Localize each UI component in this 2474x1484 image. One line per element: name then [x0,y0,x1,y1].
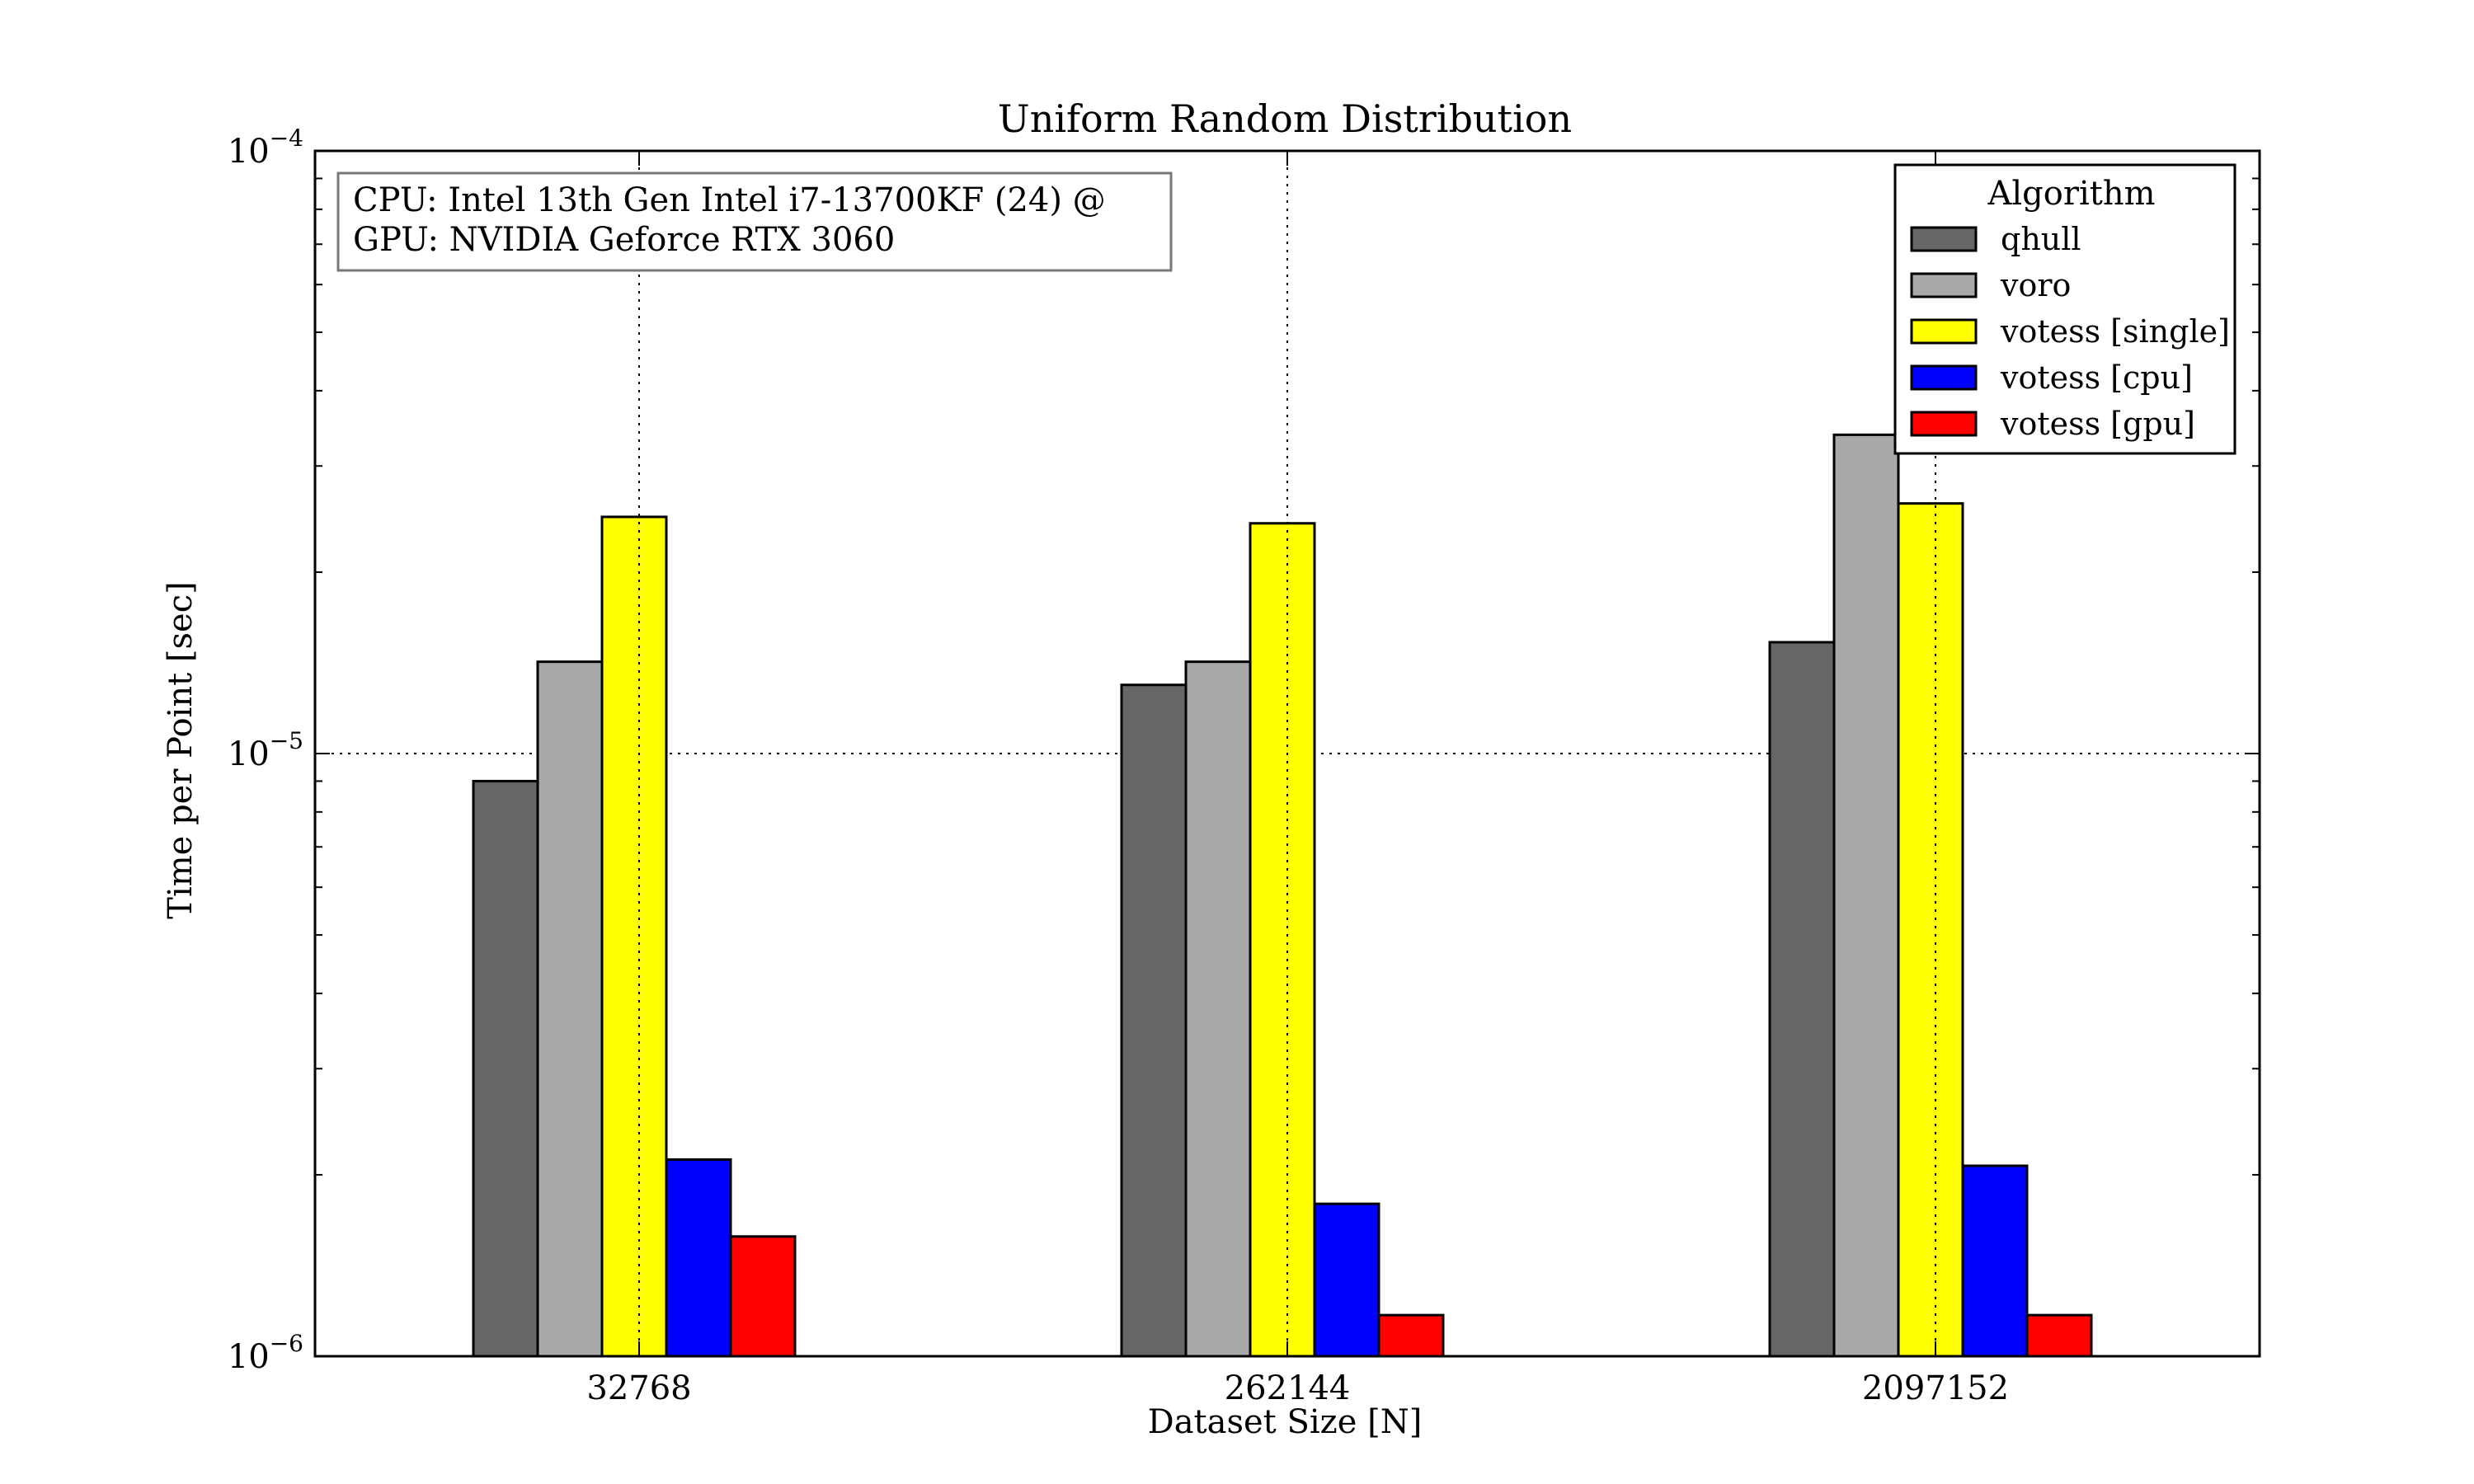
legend-swatch [1910,364,1978,391]
legend-title: Algorithm [1987,175,2155,213]
annotation-line-gpu: GPU: NVIDIA Geforce RTX 3060 [353,221,895,259]
legend-swatch [1910,318,1978,345]
legend: Algorithm qhull voro votess [single] votess… [1893,163,2236,455]
bar-votess-cpu [665,1158,732,1358]
bar-votess-gpu [729,1235,797,1358]
legend-label: qhull [2001,221,2081,257]
bar-votess-single [1897,502,1964,1358]
x-tick-label: 2097152 [1862,1369,2009,1407]
bar-qhull [1768,641,1836,1358]
legend-swatch [1910,272,1978,298]
bar-voro [1184,660,1252,1358]
y-tick-label: 10−4 [228,124,303,171]
x-tick-label: 262144 [1225,1369,1351,1407]
legend-label: votess [cpu] [2000,359,2193,396]
legend-label: votess [gpu] [2000,406,2195,442]
y-axis-label: Time per Point [sec] [162,581,200,918]
legend-swatch [1910,226,1978,252]
bar-voro [536,660,604,1358]
chart-title: Uniform Random Distribution [998,96,1572,141]
hardware-info-box: CPU: Intel 13th Gen Intel i7-13700KF (24… [336,171,1173,272]
bar-votess-gpu [2025,1313,2093,1358]
bar-votess-single [600,515,668,1358]
legend-label: votess [single] [2000,313,2230,350]
bars [472,433,2093,1358]
x-tick-label: 32768 [586,1369,691,1407]
bar-qhull [1120,683,1188,1358]
bar-votess-cpu [1313,1202,1380,1358]
bar-votess-single [1249,522,1316,1358]
legend-swatch [1910,411,1978,437]
bar-qhull [472,779,539,1358]
y-tick-label: 10−6 [228,1330,303,1376]
grid-overlay [638,151,1936,1356]
bar-votess-cpu [1961,1164,2029,1358]
bar-voro [1832,433,1900,1358]
x-axis-label: Dataset Size [N] [1148,1403,1423,1441]
legend-label: voro [2000,267,2071,303]
bar-votess-gpu [1377,1313,1445,1358]
annotation-line-cpu: CPU: Intel 13th Gen Intel i7-13700KF (24… [353,181,1106,219]
